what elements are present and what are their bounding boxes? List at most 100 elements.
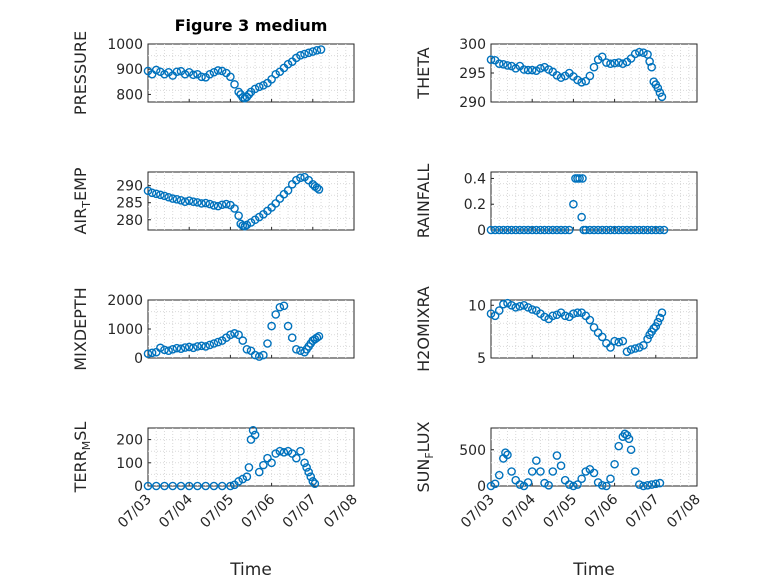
data-point	[519, 300, 529, 310]
subplot-pressure: 800 900 1000 PRESSURE	[71, 31, 355, 115]
data-point	[226, 330, 235, 340]
data-point	[248, 426, 258, 435]
data-point	[189, 70, 198, 80]
data-point	[238, 336, 248, 345]
data-point	[655, 313, 665, 323]
data-point	[618, 336, 628, 346]
y-tick-label: 290	[116, 179, 143, 195]
data-point	[635, 343, 644, 352]
data-point	[544, 480, 553, 490]
data-point	[585, 71, 595, 81]
data-point	[657, 308, 667, 317]
data-point	[569, 199, 578, 209]
data-point	[156, 190, 165, 200]
data-point	[548, 225, 558, 235]
data-point	[659, 225, 669, 235]
x-tick-label: 07/06	[582, 491, 622, 531]
y-tick-label: 1000	[107, 37, 143, 53]
data-point	[151, 481, 161, 491]
data-point	[217, 200, 227, 210]
data-point	[536, 64, 545, 73]
data-point	[620, 429, 630, 439]
data-point	[630, 225, 640, 235]
data-point	[536, 467, 545, 476]
data-point	[523, 303, 533, 312]
data-point	[626, 345, 636, 354]
data-point	[244, 463, 254, 472]
data-point	[507, 225, 516, 235]
y-axis-label: SUNFLUX	[414, 421, 436, 492]
x-tick-label: 07/06	[239, 491, 279, 531]
data-point	[560, 311, 570, 321]
y-axis-label: H2OMIXRA	[414, 286, 433, 372]
data-point	[635, 47, 644, 57]
data-point	[160, 481, 169, 491]
x-tick-label: 07/03	[115, 492, 155, 532]
data-point	[544, 65, 553, 74]
data-point	[160, 345, 169, 355]
data-point	[602, 225, 611, 235]
data-point	[275, 302, 285, 312]
y-tick-label: 285	[116, 196, 143, 212]
y-tick-label: 280	[116, 213, 143, 229]
data-point	[271, 449, 281, 458]
data-point	[519, 225, 529, 235]
data-point	[168, 481, 178, 491]
data-point	[523, 65, 533, 75]
data-point	[316, 45, 326, 54]
data-point	[577, 474, 586, 484]
x-tick-label: 07/07	[280, 492, 320, 532]
data-point	[184, 342, 194, 352]
data-point	[279, 448, 289, 457]
data-point	[244, 90, 254, 99]
data-point	[176, 344, 186, 354]
data-point	[221, 199, 231, 209]
y-tick-label: 800	[116, 87, 143, 103]
data-point	[581, 225, 591, 235]
data-point	[310, 479, 320, 488]
data-point	[217, 66, 227, 76]
data-point	[573, 480, 582, 489]
data-point	[606, 59, 615, 69]
data-point	[589, 62, 599, 72]
data-point	[645, 57, 654, 66]
data-point	[501, 448, 510, 457]
data-point	[172, 343, 182, 353]
data-point	[614, 225, 624, 235]
data-point	[548, 467, 558, 476]
data-point	[201, 481, 210, 491]
data-point	[296, 346, 305, 356]
data-point	[250, 430, 260, 440]
data-point	[540, 225, 549, 235]
data-point	[614, 58, 624, 67]
data-point	[552, 451, 562, 460]
data-point	[259, 350, 268, 360]
data-point	[271, 310, 281, 319]
data-point	[164, 192, 173, 202]
data-point	[486, 55, 496, 64]
data-point	[552, 71, 562, 80]
data-point	[523, 478, 533, 487]
data-point	[507, 467, 516, 476]
data-point	[287, 333, 297, 343]
data-point	[184, 481, 194, 491]
data-point	[657, 92, 667, 102]
data-point	[527, 305, 537, 314]
data-point	[213, 201, 223, 211]
data-point	[503, 61, 512, 70]
data-point	[639, 48, 648, 58]
data-point	[201, 342, 210, 351]
y-tick-label: 0	[134, 351, 143, 367]
data-point	[275, 446, 285, 456]
y-tick-label: 2000	[107, 293, 143, 309]
data-point	[635, 225, 644, 235]
data-point	[610, 336, 619, 346]
data-point	[151, 65, 161, 75]
data-point	[564, 225, 574, 235]
data-point	[626, 225, 636, 235]
data-point	[499, 299, 508, 309]
data-point	[230, 329, 239, 338]
